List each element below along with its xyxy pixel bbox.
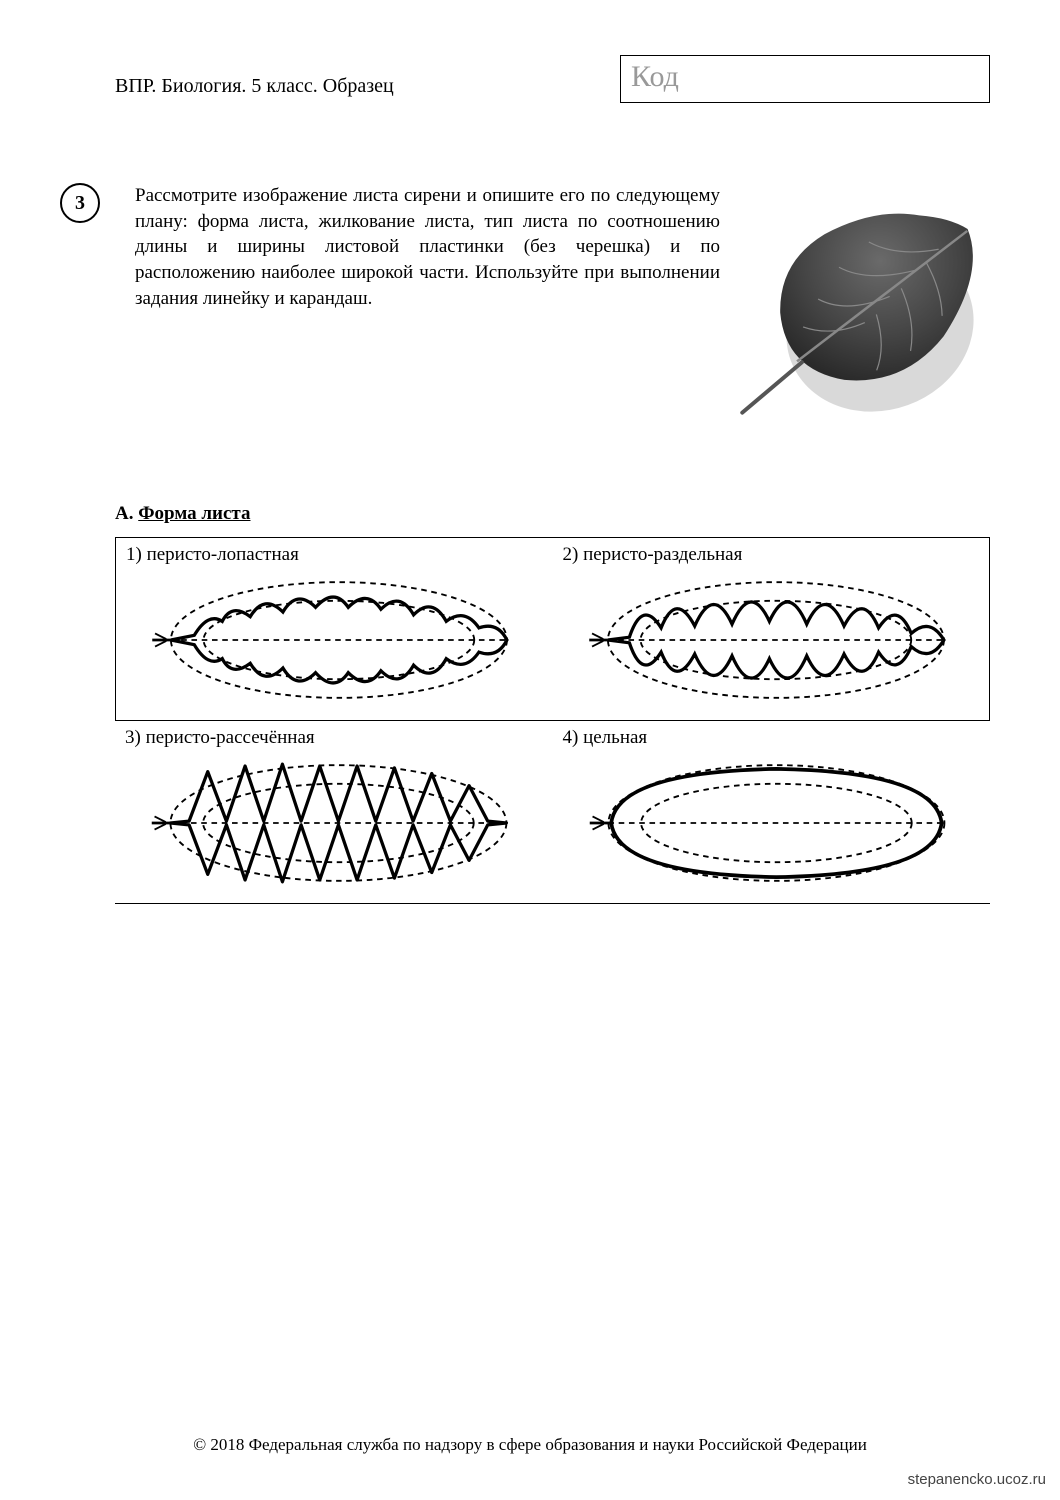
option-cell-3: 3) перисто-рассечённая: [115, 721, 553, 904]
page-container: ВПР. Биология. 5 класс. Образец Код 3 Ра…: [0, 0, 1060, 1500]
shape-options-grid: 1) перисто-лопастная: [115, 537, 990, 904]
option-3-label: 3) перисто-рассечённая: [125, 727, 543, 749]
section-prefix: А.: [115, 503, 138, 524]
option-cell-1: 1) перисто-лопастная: [115, 538, 553, 721]
leaf-shape-4-diagram: [563, 753, 981, 893]
section-title-text: Форма листа: [138, 503, 250, 524]
question-text: Рассмотрите изображение листа сирени и о…: [135, 183, 720, 443]
option-1-label: 1) перисто-лопастная: [126, 544, 543, 566]
watermark-text: stepanencko.ucoz.ru: [908, 1471, 1046, 1488]
section-a-title: А. Форма листа: [115, 503, 990, 525]
question-content: Рассмотрите изображение листа сирени и о…: [135, 183, 990, 443]
option-2-label: 2) перисто-раздельная: [563, 544, 980, 566]
leaf-photo: [740, 183, 990, 443]
code-input-box[interactable]: Код: [620, 55, 990, 103]
option-cell-4: 4) цельная: [553, 721, 991, 904]
footer-copyright: © 2018 Федеральная служба по надзору в с…: [0, 1435, 1060, 1455]
option-cell-2: 2) перисто-раздельная: [553, 538, 991, 721]
question-block: 3 Рассмотрите изображение листа сирени и…: [60, 183, 990, 443]
header-row: ВПР. Биология. 5 класс. Образец Код: [60, 55, 990, 103]
leaf-shape-1-diagram: [126, 570, 543, 710]
question-number-col: 3: [60, 183, 110, 443]
option-4-label: 4) цельная: [563, 727, 981, 749]
subject-line: ВПР. Биология. 5 класс. Образец: [60, 55, 394, 98]
leaf-shape-2-diagram: [563, 570, 980, 710]
question-number-circle: 3: [60, 183, 100, 223]
leaf-shape-3-diagram: [125, 753, 543, 893]
section-a: А. Форма листа 1) перисто-лопастная: [115, 503, 990, 904]
